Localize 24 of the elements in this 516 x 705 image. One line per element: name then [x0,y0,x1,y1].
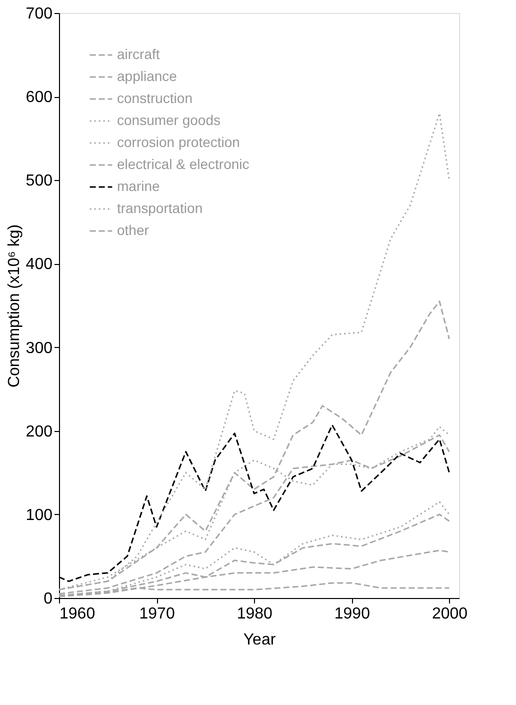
legend-label: corrosion protection [117,134,240,150]
x-axis-title: Year [243,632,276,648]
legend-label: consumer goods [117,112,221,128]
x-tick-label: 1960 [60,606,96,622]
x-tick-label: 1980 [236,606,273,622]
legend-label: marine [117,178,160,194]
legend-label: other [117,222,150,238]
y-tick-label: 400 [26,256,53,274]
y-tick-label: 0 [44,590,53,608]
x-tick-label: 1990 [334,606,370,622]
legend-label: electrical & electronic [117,156,250,172]
legend-label: appliance [117,68,178,84]
y-tick-label: 300 [26,340,53,357]
x-tick-label: 1970 [139,606,175,622]
y-tick-label: 600 [26,89,53,106]
y-tick-label: 500 [26,172,53,190]
y-tick-label: 100 [26,506,53,524]
legend-label: aircraft [117,46,160,62]
y-tick-label: 700 [26,6,53,22]
y-tick-label: 200 [26,423,53,440]
x-tick-label: 2000 [432,606,468,622]
legend-label: transportation [117,200,203,216]
legend-label: construction [117,90,192,106]
y-axis-title: Consumption (x10⁶ kg) [6,224,23,388]
